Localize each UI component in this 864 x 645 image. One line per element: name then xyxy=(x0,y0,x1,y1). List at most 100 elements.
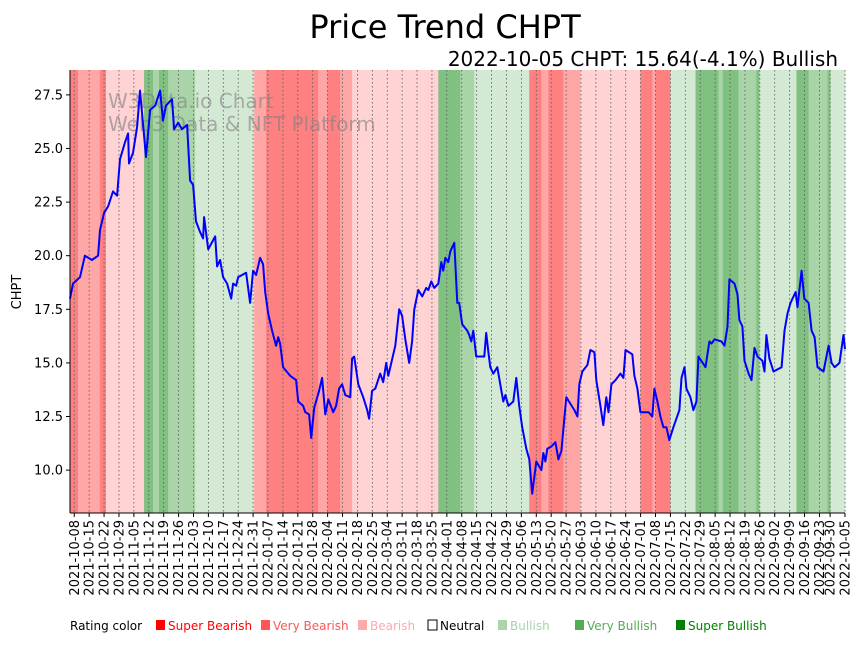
x-tick-label: 2022-06-17 xyxy=(604,520,619,596)
y-tick-label: 20.0 xyxy=(34,249,63,264)
legend-swatch xyxy=(575,620,584,630)
x-tick-label: 2021-11-12 xyxy=(142,520,157,596)
x-tick-label: 2022-08-05 xyxy=(709,520,724,596)
x-tick-label: 2021-12-03 xyxy=(187,520,202,596)
x-tick-label: 2022-07-08 xyxy=(649,520,664,596)
rating-band-very-bearish xyxy=(318,70,328,513)
x-tick-label: 2022-05-20 xyxy=(545,520,560,596)
legend-item-very-bullish: Very Bullish xyxy=(575,619,657,633)
legend-label: Very Bearish xyxy=(273,619,349,633)
watermark-line-2: Web3 Data & NFT Platform xyxy=(108,112,376,136)
x-tick-label: 2022-10-05 xyxy=(839,520,854,596)
x-tick-label: 2022-07-29 xyxy=(694,520,709,596)
legend-label: Bearish xyxy=(370,619,415,633)
x-tick-label: 2022-06-24 xyxy=(619,520,634,596)
rating-band-bullish xyxy=(759,70,797,513)
rating-band-bullish xyxy=(830,70,846,513)
x-tick-label: 2021-11-26 xyxy=(172,520,187,596)
y-tick-label: 17.5 xyxy=(34,303,63,318)
rating-band-very-bullish xyxy=(808,70,828,513)
rating-band-very-bullish xyxy=(718,70,724,513)
rating-band-super-bearish xyxy=(529,70,542,513)
y-tick-label: 22.5 xyxy=(34,196,63,211)
rating-band-bearish xyxy=(105,70,145,513)
x-tick-label: 2022-02-25 xyxy=(366,520,381,596)
rating-band-very-bearish xyxy=(340,70,353,513)
legend-swatch xyxy=(676,620,685,630)
chart-title: Price Trend CHPT xyxy=(309,8,581,46)
price-line xyxy=(69,89,846,495)
x-tick-label: 2022-05-27 xyxy=(560,520,575,596)
y-tick-label: 25.0 xyxy=(34,142,63,157)
legend-item-super-bullish: Super Bullish xyxy=(676,619,767,633)
x-tick-label: 2022-02-18 xyxy=(351,520,366,596)
legend-swatch xyxy=(427,619,438,631)
legend-item-neutral: Neutral xyxy=(427,619,484,633)
x-tick-label: 2022-05-13 xyxy=(530,520,545,596)
legend-label: Neutral xyxy=(440,619,484,633)
y-tick-label: 12.5 xyxy=(34,410,63,425)
legend-swatch xyxy=(156,620,165,630)
x-tick-label: 2022-01-14 xyxy=(276,520,291,596)
x-tick-label: 2022-04-08 xyxy=(455,520,470,596)
x-tick-label: 2022-05-06 xyxy=(515,520,530,596)
x-tick-label: 2022-08-12 xyxy=(724,520,739,596)
x-tick-label: 2021-10-08 xyxy=(68,520,83,596)
x-tick-label: 2022-03-25 xyxy=(425,520,440,596)
x-tick-label: 2022-03-04 xyxy=(381,520,396,596)
y-tick-label: 10.0 xyxy=(34,464,63,479)
x-tick-label: 2022-01-07 xyxy=(262,520,277,596)
rating-band-super-bullish xyxy=(438,70,461,513)
x-tick-label: 2022-04-22 xyxy=(485,520,500,596)
legend-title: Rating color xyxy=(70,619,142,633)
x-tick-label: 2021-12-31 xyxy=(247,520,262,596)
x-tick-label: 2021-10-15 xyxy=(83,520,98,596)
watermark-line-1: W3Data.io Chart xyxy=(108,89,274,113)
x-tick-label: 2022-09-30 xyxy=(824,520,839,596)
y-axis-label: CHPT xyxy=(10,275,25,310)
x-tick-label: 2021-10-29 xyxy=(112,520,127,596)
x-tick-label: 2022-04-15 xyxy=(470,520,485,596)
x-tick-label: 2022-09-16 xyxy=(798,520,813,596)
x-tick-label: 2021-11-19 xyxy=(157,520,172,596)
x-tick-label: 2022-08-26 xyxy=(753,520,768,596)
x-tick-label: 2022-07-15 xyxy=(664,520,679,596)
legend-item-very-bearish: Very Bearish xyxy=(261,619,349,633)
y-tick-label: 15.0 xyxy=(34,356,63,371)
legend-item-bullish: Bullish xyxy=(498,619,550,633)
rating-band-bullish xyxy=(474,70,530,513)
rating-band-very-bullish xyxy=(168,70,196,513)
x-tick-label: 2022-09-09 xyxy=(783,520,798,596)
rating-band-bullish xyxy=(195,70,255,513)
x-tick-label: 2022-08-19 xyxy=(738,520,753,596)
x-tick-label: 2021-12-10 xyxy=(202,520,217,596)
rating-band-super-bullish xyxy=(722,70,739,513)
legend-swatch xyxy=(498,620,507,630)
rating-band-bullish xyxy=(670,70,696,513)
y-tick-label: 27.5 xyxy=(34,88,63,103)
x-tick-label: 2022-04-29 xyxy=(500,520,515,596)
legend-item-super-bearish: Super Bearish xyxy=(156,619,252,633)
rating-bands xyxy=(70,70,846,513)
legend-label: Super Bearish xyxy=(168,619,252,633)
rating-band-very-bearish xyxy=(254,70,267,513)
x-tick-label: 2021-12-17 xyxy=(217,520,232,596)
x-tick-label: 2022-07-22 xyxy=(679,520,694,596)
x-tick-label: 2022-02-04 xyxy=(321,520,336,596)
rating-band-very-bearish xyxy=(652,70,656,513)
legend-item-bearish: Bearish xyxy=(358,619,415,633)
y-ticks: 10.0 12.5 15.0 17.5 20.0 22.5 25.0 27.5 xyxy=(34,88,70,479)
legend-label: Very Bullish xyxy=(587,619,657,633)
legend-label: Bullish xyxy=(510,619,550,633)
x-tick-label: 2022-03-11 xyxy=(396,520,411,596)
x-tick-label: 2022-03-18 xyxy=(411,520,426,596)
x-tick-label: 2022-01-21 xyxy=(291,520,306,596)
legend-swatch xyxy=(261,620,270,630)
rating-band-very-bearish xyxy=(541,70,549,513)
rating-band-super-bullish xyxy=(756,70,760,513)
rating-band-super-bearish xyxy=(548,70,564,513)
chart-subtitle: 2022-10-05 CHPT: 15.64(-4.1%) Bullish xyxy=(448,47,838,71)
rating-band-very-bullish xyxy=(738,70,757,513)
legend: Rating color Super Bearish Very Bearish Bea… xyxy=(70,619,767,633)
